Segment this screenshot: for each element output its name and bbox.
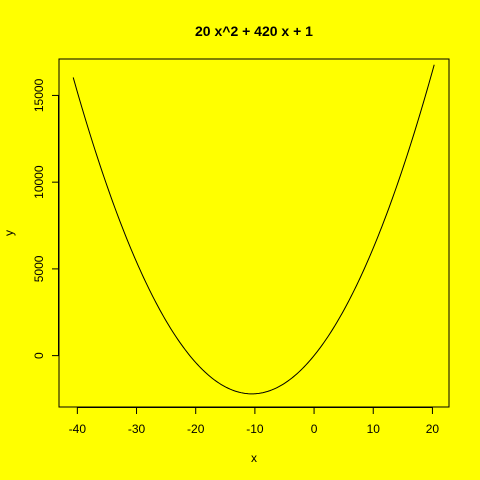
y-tick-label: 10000	[32, 165, 46, 199]
x-tick-label: 0	[311, 422, 318, 436]
x-axis-label: x	[251, 451, 257, 465]
x-tick-label: -10	[246, 422, 264, 436]
y-tick-label: 5000	[32, 255, 46, 282]
x-tick-label: 10	[367, 422, 381, 436]
x-tick-label: -30	[128, 422, 146, 436]
x-axis: -40 -30 -20 -10 0 10 20	[69, 407, 440, 436]
y-tick-label: 0	[32, 352, 46, 359]
y-tick-label: 15000	[32, 78, 46, 112]
chart-title: 20 x^2 + 420 x + 1	[195, 23, 313, 39]
x-tick-label: 20	[426, 422, 440, 436]
series-line	[72, 64, 435, 395]
x-tick-label: -40	[69, 422, 87, 436]
y-axis: 0 5000 10000 15000	[32, 78, 59, 359]
x-tick-label: -20	[187, 422, 205, 436]
y-axis-label: y	[2, 230, 16, 236]
